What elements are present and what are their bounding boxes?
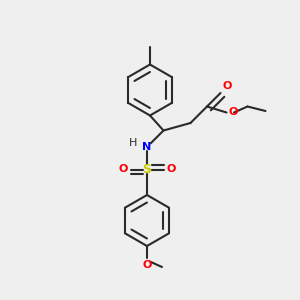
Text: O: O	[228, 106, 237, 117]
Text: O: O	[118, 164, 128, 174]
Text: O: O	[223, 82, 232, 92]
Text: O: O	[142, 260, 152, 269]
Text: H: H	[129, 137, 137, 148]
Text: S: S	[142, 163, 152, 176]
Text: O: O	[167, 164, 176, 174]
Text: N: N	[142, 142, 152, 152]
